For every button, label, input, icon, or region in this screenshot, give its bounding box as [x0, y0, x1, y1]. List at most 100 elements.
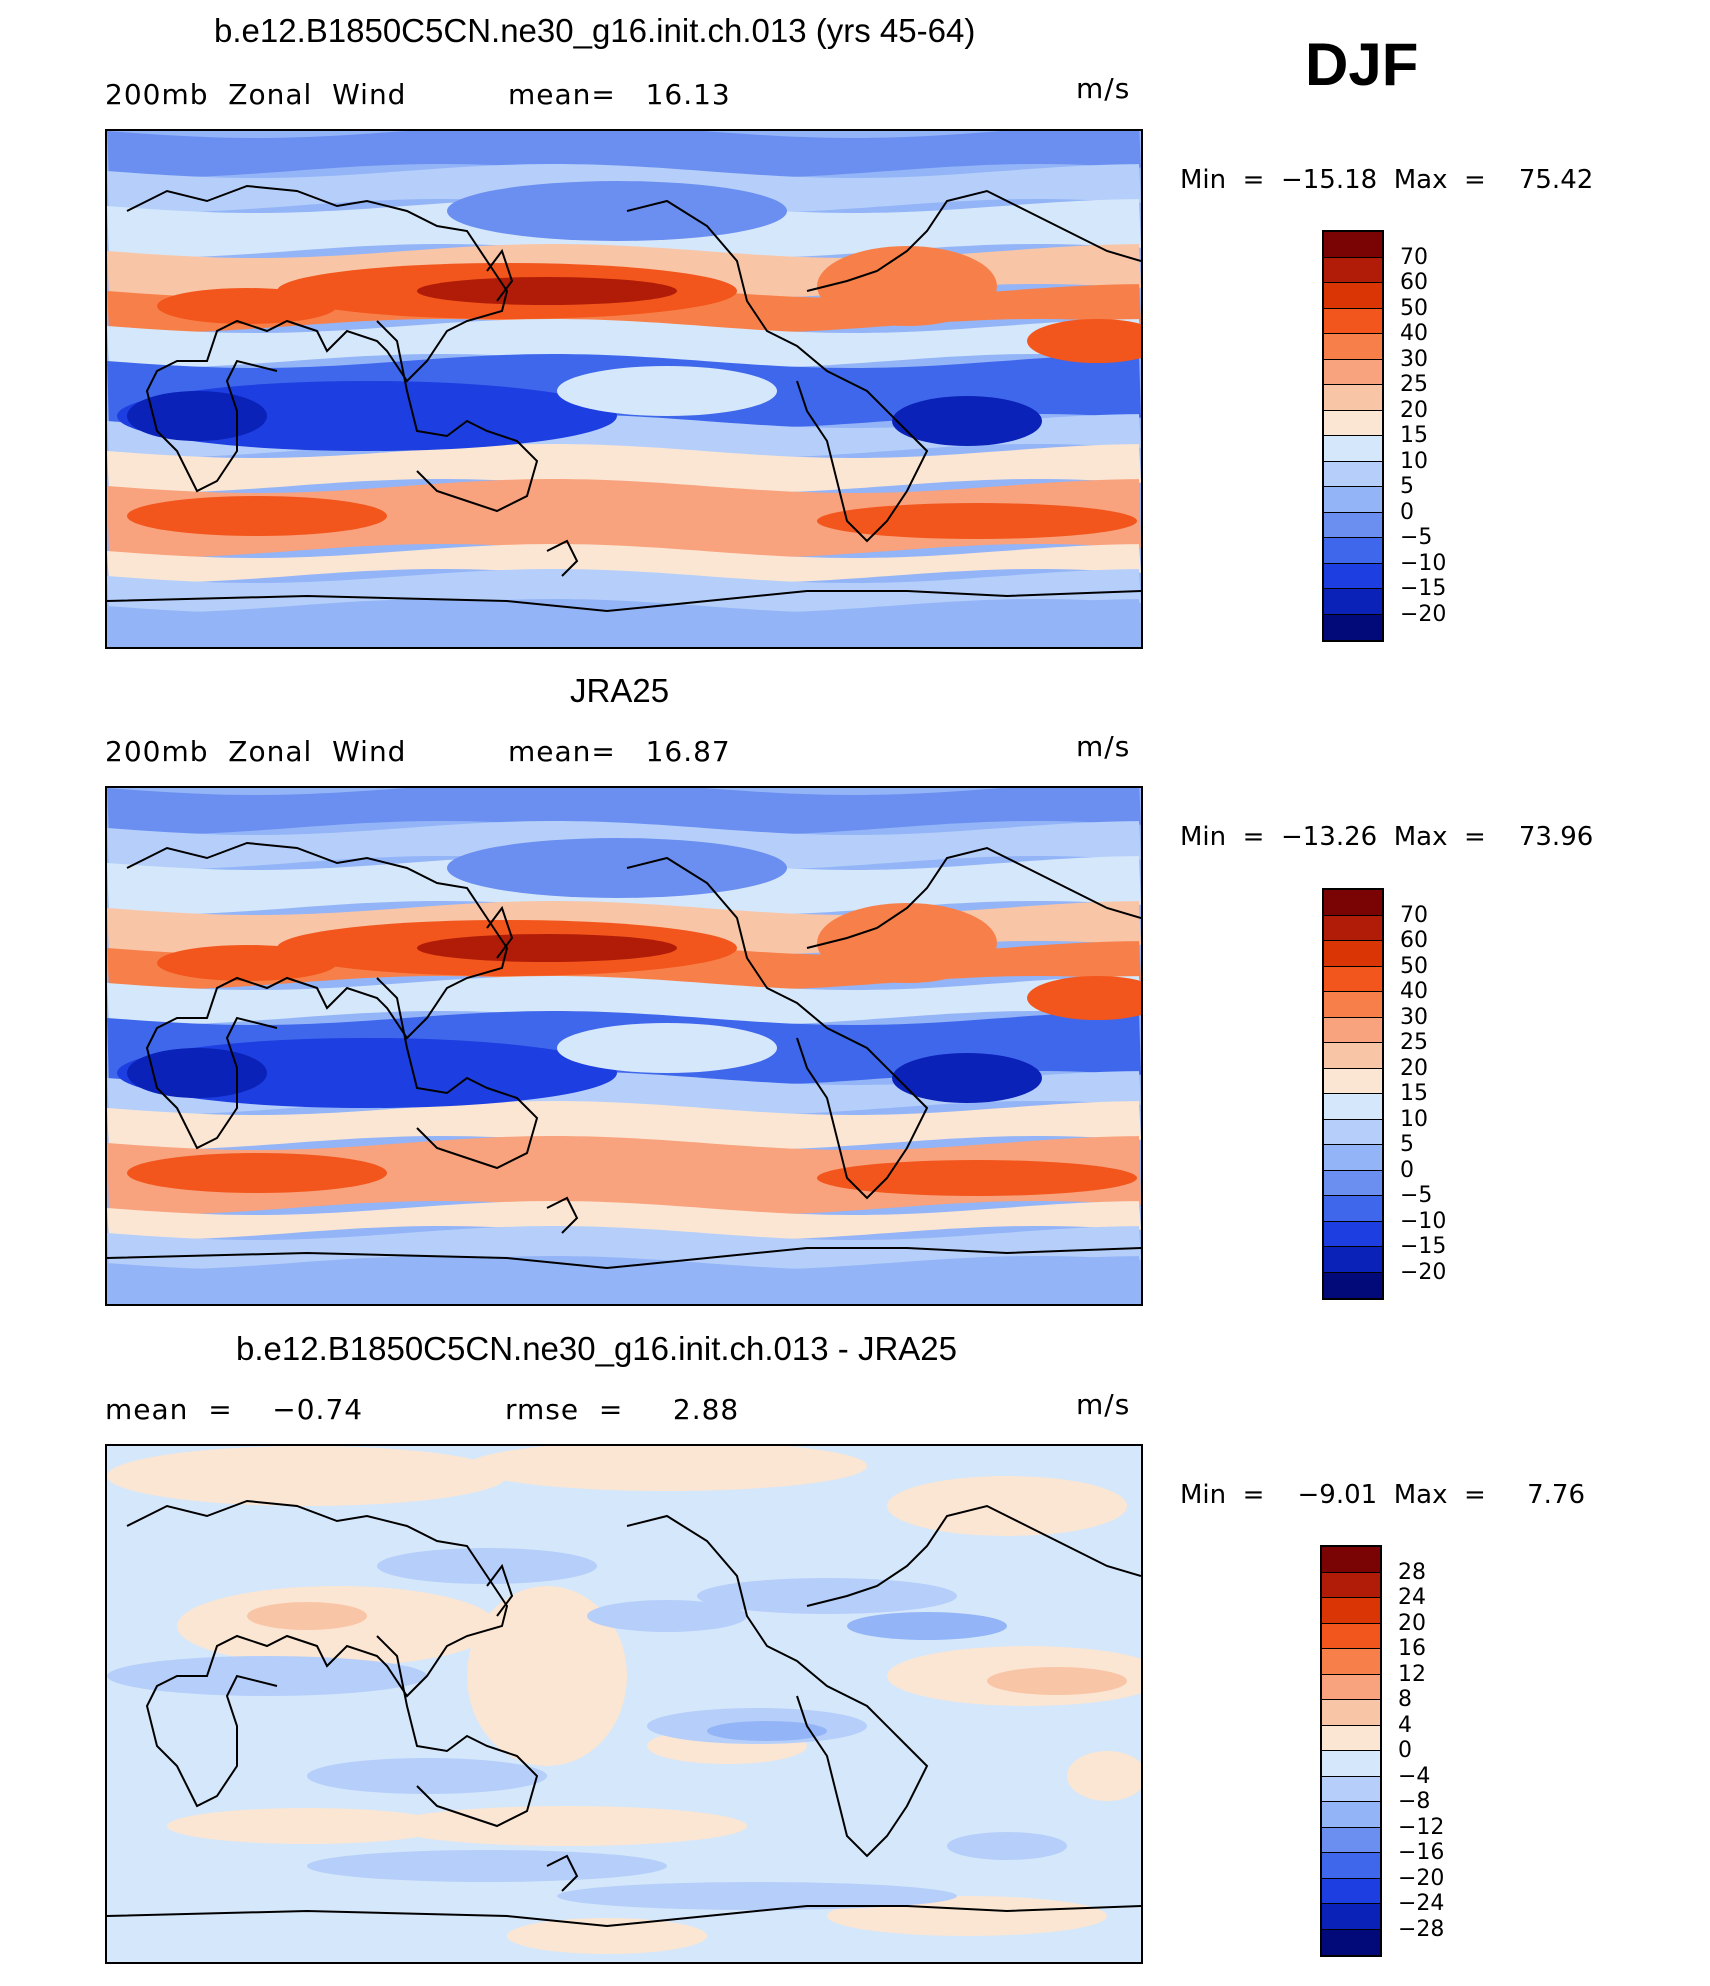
- contour-feature: [557, 366, 777, 416]
- difference-feature-negative: [307, 1758, 547, 1794]
- panel-title-model: b.e12.B1850C5CN.ne30_g16.init.ch.013 (yr…: [214, 12, 976, 49]
- colorbar-swatch: [1324, 410, 1382, 436]
- colorbar-tick-label: −28: [1398, 1916, 1445, 1942]
- colorbar-swatch: [1324, 1043, 1382, 1069]
- colorbar-swatch: [1324, 1221, 1382, 1247]
- jet-core: [817, 903, 997, 983]
- colorbar-swatch: [1324, 512, 1382, 538]
- colorbar-tick-label: 40: [1400, 979, 1428, 1004]
- easterly-core: [892, 396, 1042, 446]
- colorbar-tick-label: −15: [1400, 576, 1447, 601]
- colorbar-swatch: [1322, 1853, 1380, 1879]
- colorbar-tick-label: −20: [1400, 601, 1447, 627]
- coastline: [126, 184, 509, 493]
- colorbar-swatch: [1324, 1119, 1382, 1145]
- colorbar-model: [1322, 230, 1384, 642]
- coastline: [107, 1247, 1141, 1270]
- colorbar-tick-label: 30: [1400, 1004, 1428, 1030]
- colorbar-swatch: [1324, 589, 1382, 615]
- colorbar-tick-label: 12: [1398, 1661, 1426, 1687]
- easterly-core: [127, 391, 267, 441]
- difference-feature-negative: [557, 1882, 957, 1910]
- colorbar-tick-label: 25: [1400, 1030, 1428, 1055]
- map-svg: [107, 131, 1141, 647]
- colorbar-swatch: [1324, 1196, 1382, 1222]
- colorbar-tick-label: 60: [1400, 270, 1428, 295]
- coastline: [626, 856, 929, 1200]
- difference-feature-negative: [587, 1600, 747, 1632]
- coastline: [107, 590, 1141, 613]
- colorbar-tick-label: 70: [1400, 902, 1428, 928]
- colorbar-swatch: [1324, 1247, 1382, 1273]
- coastline: [376, 1635, 539, 1828]
- coastline: [626, 1514, 929, 1858]
- map-svg: [107, 788, 1141, 1304]
- colorbar-swatch: [1322, 1598, 1380, 1624]
- colorbar-swatch: [1324, 283, 1382, 309]
- colorbar-tick-label: −5: [1400, 1183, 1433, 1208]
- panel-units-model: m/s: [1076, 72, 1131, 105]
- coastline: [126, 841, 509, 1150]
- map-svg: [107, 1446, 1141, 1962]
- panel-rmse-label-diff: rmse = 2.88: [505, 1393, 740, 1426]
- colorbar-swatch: [1324, 1170, 1382, 1196]
- colorbar-tick-label: 50: [1400, 295, 1428, 321]
- colorbar-tick-label: 24: [1398, 1585, 1426, 1610]
- contour-band: [107, 1101, 1141, 1150]
- colorbar-swatch: [1324, 257, 1382, 283]
- colorbar-swatch: [1324, 614, 1382, 640]
- minmax-label-obs: Min = −13.26 Max = 73.96: [1180, 822, 1594, 852]
- coastline: [546, 1854, 579, 1892]
- colorbar-tick-label: −20: [1398, 1865, 1445, 1891]
- colorbar-tick-label: 28: [1398, 1559, 1426, 1585]
- colorbar-tick-label: 0: [1400, 1157, 1414, 1183]
- difference-feature-negative: [107, 1656, 427, 1696]
- colorbar-tick-label: −15: [1400, 1234, 1447, 1259]
- colorbar-swatch: [1324, 941, 1382, 967]
- contour-band: [107, 976, 1141, 1025]
- difference-feature-negative: [307, 1850, 667, 1882]
- difference-feature-positive: [387, 1806, 747, 1846]
- panel-mean-label-diff: mean = −0.74: [105, 1393, 364, 1426]
- jet-core: [1027, 976, 1141, 1020]
- colorbar-swatch: [1324, 487, 1382, 513]
- difference-feature-positive: [507, 1918, 707, 1954]
- coastline: [376, 977, 539, 1170]
- jet-core: [1027, 319, 1141, 363]
- contour-band: [107, 131, 1141, 178]
- colorbar-tick-label: −20: [1400, 1259, 1447, 1285]
- colorbar-swatch: [1322, 1776, 1380, 1802]
- southern-jet-core: [127, 1153, 387, 1193]
- jet-core: [157, 945, 337, 981]
- colorbar-obs: [1322, 888, 1384, 1300]
- colorbar-swatch: [1324, 334, 1382, 360]
- colorbar-tick-label: 16: [1398, 1636, 1426, 1661]
- panel-title-diff: b.e12.B1850C5CN.ne30_g16.init.ch.013 - J…: [236, 1330, 957, 1367]
- coastline: [806, 846, 1141, 949]
- coastline: [376, 320, 539, 513]
- colorbar-tick-label: 30: [1400, 346, 1428, 372]
- colorbar-tick-label: 15: [1400, 423, 1428, 448]
- minmax-label-model: Min = −15.18 Max = 75.42: [1180, 165, 1594, 195]
- colorbar-swatch: [1324, 1068, 1382, 1094]
- contour-band: [107, 1201, 1141, 1240]
- colorbar-swatch: [1322, 1904, 1380, 1930]
- contour-band: [107, 479, 1141, 558]
- coastline: [546, 1196, 579, 1234]
- map-obs: [105, 786, 1143, 1306]
- easterly-core: [892, 1053, 1042, 1103]
- colorbar-tick-label: 25: [1400, 372, 1428, 397]
- jet-core: [417, 934, 677, 962]
- colorbar-tick-label: 20: [1398, 1610, 1426, 1636]
- season-label: DJF: [1305, 31, 1419, 98]
- contour-band: [107, 1256, 1141, 1304]
- panel-title-obs: JRA25: [570, 672, 670, 709]
- colorbar-swatch: [1324, 359, 1382, 385]
- colorbar-swatch: [1324, 385, 1382, 411]
- panel-left-label-model: 200mb Zonal Wind: [105, 78, 407, 111]
- colorbar-swatch: [1322, 1827, 1380, 1853]
- colorbar-swatch: [1322, 1878, 1380, 1904]
- difference-feature-positive: [107, 1446, 507, 1506]
- contour-band: [107, 1226, 1141, 1270]
- colorbar-swatch: [1322, 1751, 1380, 1777]
